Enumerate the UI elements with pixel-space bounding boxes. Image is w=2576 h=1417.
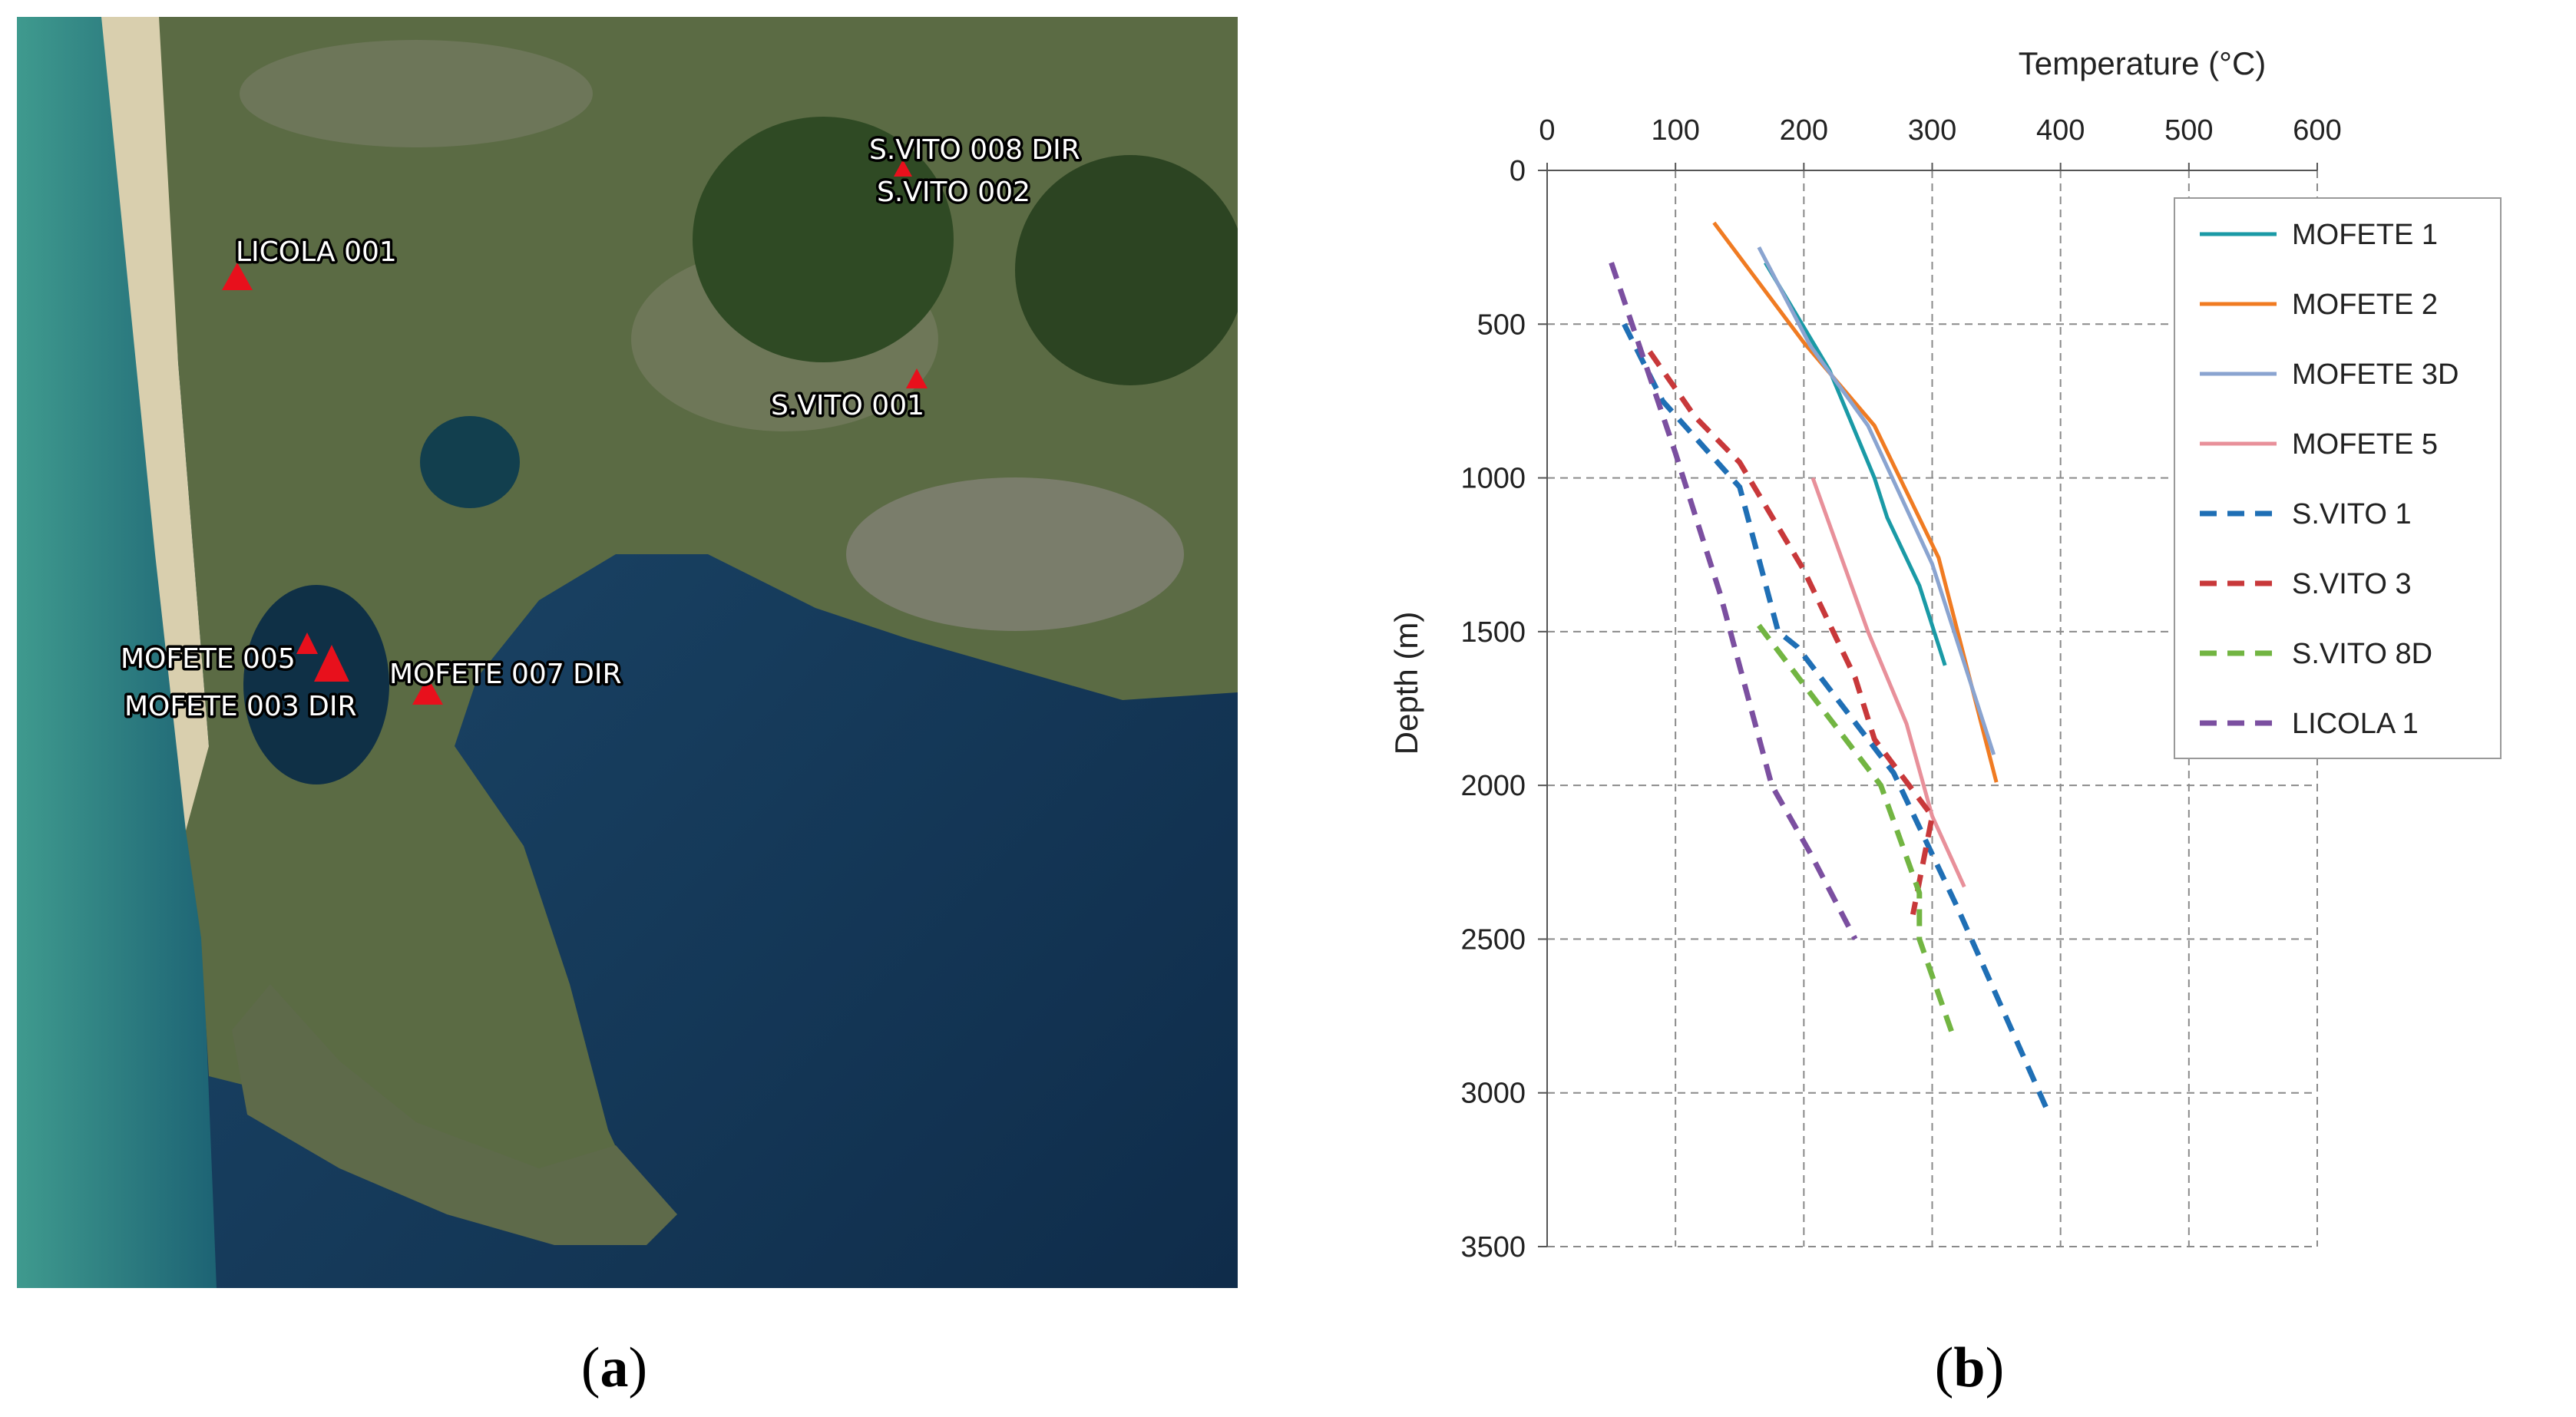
y-tick-label: 3000 bbox=[1460, 1078, 1526, 1110]
chart-svg: 0 100 200 300 400 500 600 0 500 1000 1500 2000 2500 3… bbox=[1388, 45, 2502, 1263]
coastal-water bbox=[17, 17, 217, 1288]
series-line-mofete-1 bbox=[1764, 261, 1947, 666]
series-line-mofete-5 bbox=[1810, 477, 1966, 888]
well-label: MOFETE 005 bbox=[121, 643, 296, 675]
x-axis-title: Temperature (°C) bbox=[2019, 45, 2267, 81]
legend-label: S.VITO 3 bbox=[2292, 568, 2412, 600]
tick-layer: 0 100 200 300 400 500 600 0 500 1000 1500 2000 2500 3… bbox=[1460, 114, 2341, 1263]
legend-label: LICOLA 1 bbox=[2292, 708, 2419, 740]
well-marker-triangle[interactable] bbox=[222, 263, 253, 290]
land-area bbox=[159, 17, 1238, 1222]
crater-lake bbox=[420, 416, 520, 508]
y-tick-label: 1000 bbox=[1460, 463, 1526, 495]
legend-label: MOFETE 1 bbox=[2292, 219, 2438, 251]
beach-strip bbox=[101, 17, 224, 831]
well-marker-triangle[interactable] bbox=[412, 677, 443, 705]
chart-legend: MOFETE 1 MOFETE 2 MOFETE 3D MOFETE 5 S.VITO … bbox=[2174, 197, 2502, 759]
series-line-mofete-3d bbox=[1757, 246, 1996, 755]
series-line-s-vito-8d bbox=[1757, 623, 1954, 1032]
well-marker-triangle[interactable] bbox=[314, 645, 349, 682]
satellite-map: S.VITO 008 DIR S.VITO 002 LICOLA 001 S.V… bbox=[17, 17, 1238, 1288]
legend-items: MOFETE 1 MOFETE 2 MOFETE 3D MOFETE 5 S.VITO … bbox=[2200, 219, 2459, 740]
x-tick-label: 200 bbox=[1780, 114, 1828, 147]
lake-fusaro bbox=[243, 585, 389, 784]
series-line-s-vito-3 bbox=[1647, 350, 1935, 916]
well-label: LICOLA 001 bbox=[236, 236, 397, 268]
well-label: S.VITO 001 bbox=[771, 390, 924, 421]
y-tick-label: 0 bbox=[1510, 155, 1526, 187]
legend-label: MOFETE 5 bbox=[2292, 428, 2438, 461]
y-tick-label: 2000 bbox=[1460, 770, 1526, 802]
caption-b: (b) bbox=[1934, 1336, 2005, 1399]
well-label: MOFETE 007 DIR bbox=[389, 659, 622, 690]
temperature-depth-chart: 0 100 200 300 400 500 600 0 500 1000 1500 2000 2500 3… bbox=[1305, 0, 2576, 1320]
urban-zone bbox=[240, 40, 593, 147]
legend-label: S.VITO 8D bbox=[2292, 638, 2432, 670]
x-tick-label: 400 bbox=[2036, 114, 2085, 147]
well-marker-triangle[interactable] bbox=[296, 633, 318, 654]
map-svg: S.VITO 008 DIR S.VITO 002 LICOLA 001 S.V… bbox=[17, 17, 1238, 1288]
well-label: MOFETE 003 DIR bbox=[124, 691, 357, 722]
well-label: S.VITO 008 DIR bbox=[869, 134, 1080, 166]
y-tick-label: 3500 bbox=[1460, 1231, 1526, 1263]
legend-label: MOFETE 3D bbox=[2292, 358, 2459, 391]
crater-forest bbox=[693, 117, 954, 362]
well-label: S.VITO 002 bbox=[877, 177, 1030, 208]
x-tick-label: 300 bbox=[1908, 114, 1956, 147]
caption-a: (a) bbox=[580, 1336, 648, 1399]
y-tick-label: 500 bbox=[1477, 309, 1526, 341]
y-tick-label: 2500 bbox=[1460, 923, 1526, 956]
crater-forest bbox=[1015, 155, 1238, 385]
x-tick-label: 100 bbox=[1651, 114, 1699, 147]
legend-label: S.VITO 1 bbox=[2292, 498, 2412, 530]
series-line-s-vito-1 bbox=[1622, 322, 2051, 1113]
series-line-mofete-2 bbox=[1712, 221, 1999, 783]
y-tick-label: 1500 bbox=[1460, 616, 1526, 649]
well-marker-group: S.VITO 008 DIR S.VITO 002 LICOLA 001 S.V… bbox=[118, 132, 1083, 725]
well-marker-triangle[interactable] bbox=[906, 368, 928, 388]
x-tick-label: 600 bbox=[2293, 114, 2341, 147]
x-tick-label: 500 bbox=[2164, 114, 2213, 147]
well-marker-triangle[interactable] bbox=[894, 160, 912, 177]
peninsula bbox=[232, 984, 677, 1245]
series-line-licola-1 bbox=[1609, 262, 1858, 941]
urban-zone bbox=[846, 477, 1184, 631]
series-layer bbox=[1609, 221, 2051, 1113]
x-tick-label: 0 bbox=[1539, 114, 1555, 147]
legend-box bbox=[2174, 197, 2502, 759]
y-axis-title: Depth (m) bbox=[1388, 612, 1424, 755]
legend-label: MOFETE 2 bbox=[2292, 289, 2438, 321]
